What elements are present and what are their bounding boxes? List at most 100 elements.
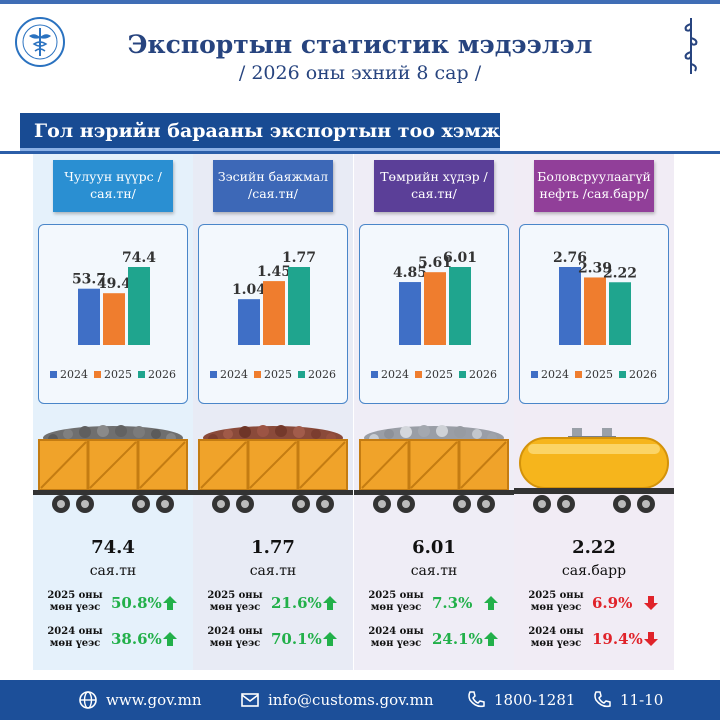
comparison-prev-year: 2025 оны мөн үеэс 7.3% — [354, 586, 514, 620]
page-subtitle: / 2026 оны эхний 8 сар / — [238, 62, 482, 84]
bar-2024 — [399, 282, 421, 345]
product-label: Зэсийн баяжмал /сая.тн/ — [213, 160, 333, 212]
comparison-label: 2025 оны мөн үеэс — [207, 590, 263, 613]
legend-swatch — [210, 371, 217, 378]
comparison-percent: 38.6% — [111, 630, 162, 648]
comparison-percent: 7.3% — [432, 594, 473, 612]
legend-swatch — [50, 371, 57, 378]
coal-wagon-icon — [33, 425, 193, 513]
legend-label: 2024 — [381, 368, 409, 381]
legend-label: 2026 — [629, 368, 657, 381]
bar-value-label: 1.45 — [257, 264, 291, 280]
legend-label: 2024 — [60, 368, 88, 381]
footer-phone-1[interactable]: 1800-1281 — [466, 689, 575, 711]
product-label: Төмрийн хүдэр /сая.тн/ — [374, 160, 494, 212]
legend-swatch — [531, 371, 538, 378]
bar-value-label: 53.7 — [72, 272, 106, 288]
customs-logo — [15, 17, 65, 67]
phone-number-2[interactable]: 11-10 — [620, 691, 664, 709]
product-card-crude-oil: Боловсруулаагүй нефть /сая.барр/ 2.76 2.3… — [514, 154, 674, 670]
legend-swatch — [575, 371, 582, 378]
product-label: Боловсруулаагүй нефть /сая.барр/ — [534, 160, 654, 212]
legend-label: 2026 — [469, 368, 497, 381]
legend-swatch — [94, 371, 101, 378]
legend-swatch — [371, 371, 378, 378]
arrow-up-icon — [484, 632, 498, 646]
export-value: 1.77 — [251, 537, 295, 558]
bar-value-label: 49.4 — [97, 276, 131, 292]
bar-2026 — [288, 267, 310, 345]
bar-2024 — [559, 267, 581, 345]
legend-label: 2025 — [104, 368, 132, 381]
comparison-label: 2024 оны мөн үеэс — [207, 626, 263, 649]
product-label: Чулуун нүүрс /сая.тн/ — [53, 160, 173, 212]
comparison-prev-year: 2025 оны мөн үеэс 6.9% — [514, 586, 674, 620]
phone-number-1[interactable]: 1800-1281 — [494, 691, 576, 709]
section-banner-title: Гол нэрийн барааны экспортын тоо хэмжээ — [34, 120, 524, 142]
bar-value-label: 2.76 — [553, 250, 587, 266]
footer: www.gov.mn info@customs.gov.mn 1800-1281… — [0, 680, 720, 720]
arrow-up-icon — [163, 596, 177, 610]
comparison-label: 2024 оны мөн үеэс — [47, 626, 103, 649]
chart-card: 1.04 1.45 1.77 2024 2025 2026 — [198, 224, 348, 404]
legend-swatch — [254, 371, 261, 378]
copper-wagon-icon — [193, 425, 353, 513]
footer-phone-2[interactable]: 11-10 — [592, 689, 663, 711]
export-unit: сая.тн — [249, 563, 297, 579]
legend-label: 2026 — [148, 368, 176, 381]
comparison-label: 2024 оны мөн үеэс — [528, 626, 584, 649]
export-value: 6.01 — [412, 537, 456, 558]
footer-website[interactable]: www.gov.mn — [78, 689, 202, 711]
section-banner: Гол нэрийн барааны экспортын тоо хэмжээ — [20, 113, 523, 151]
chart-card: 4.85 5.61 6.01 2024 2025 2026 — [359, 224, 509, 404]
banner-underline — [0, 151, 720, 154]
bar-2026 — [449, 267, 471, 345]
bar-2025 — [424, 272, 446, 345]
bar-value-label: 1.04 — [232, 282, 266, 298]
comparison-prev-year: 2025 оны мөн үеэс 50.8% — [33, 586, 193, 620]
chart-card: 53.7 49.4 74.4 2024 2025 2026 — [38, 224, 188, 404]
bar-chart: 1.04 1.451.77 2024 2025 2026 — [210, 250, 336, 381]
comparison-label: 2025 оны мөн үеэс — [528, 590, 584, 613]
bar-2025 — [584, 277, 606, 345]
bar-2024 — [78, 288, 100, 345]
arrow-down-icon — [644, 596, 658, 610]
legend-swatch — [459, 371, 466, 378]
chart-card: 2.76 2.39 2.22 2024 2025 2026 — [519, 224, 669, 404]
bar-value-label: 6.01 — [443, 250, 477, 266]
bar-value-label: 5.61 — [418, 255, 452, 271]
arrow-down-icon — [644, 632, 658, 646]
comparison-percent: 21.6% — [271, 594, 322, 612]
comparison-percent: 19.4% — [592, 630, 643, 648]
bar-value-label: 1.77 — [282, 250, 316, 266]
website-link[interactable]: www.gov.mn — [106, 691, 202, 709]
comparison-label: 2025 оны мөн үеэс — [47, 590, 103, 613]
product-card-iron-ore: Төмрийн хүдэр /сая.тн/ 4.85 5.61 6.01 2024 2… — [354, 154, 514, 670]
oil-tank-wagon-icon — [514, 428, 674, 513]
legend-label: 2024 — [220, 368, 248, 381]
comparison-two-years: 2024 оны мөн үеэс 24.1% — [354, 622, 514, 656]
export-unit: сая.тн — [410, 563, 458, 579]
comparison-percent: 50.8% — [111, 594, 162, 612]
top-rule — [0, 0, 720, 4]
email-link[interactable]: info@customs.gov.mn — [268, 691, 434, 709]
legend-swatch — [138, 371, 145, 378]
comparison-two-years: 2024 оны мөн үеэс 19.4% — [514, 622, 674, 656]
bar-value-label: 74.4 — [122, 250, 156, 266]
bar-2026 — [609, 282, 631, 345]
comparison-percent: 6.9% — [592, 594, 633, 612]
bar-2024 — [238, 299, 260, 345]
comparison-percent: 24.1% — [432, 630, 483, 648]
bar-value-label: 2.39 — [578, 260, 612, 276]
comparison-two-years: 2024 оны мөн үеэс 70.1% — [193, 622, 353, 656]
comparison-percent: 70.1% — [271, 630, 322, 648]
iron-ore-wagon-icon — [354, 425, 514, 513]
legend-swatch — [298, 371, 305, 378]
mongolian-script-icon — [684, 18, 698, 74]
legend-swatch — [619, 371, 626, 378]
comparison-prev-year: 2025 оны мөн үеэс 21.6% — [193, 586, 353, 620]
legend-label: 2025 — [425, 368, 453, 381]
arrow-up-icon — [323, 596, 337, 610]
footer-email[interactable]: info@customs.gov.mn — [240, 689, 434, 711]
export-unit: сая.тн — [89, 563, 137, 579]
